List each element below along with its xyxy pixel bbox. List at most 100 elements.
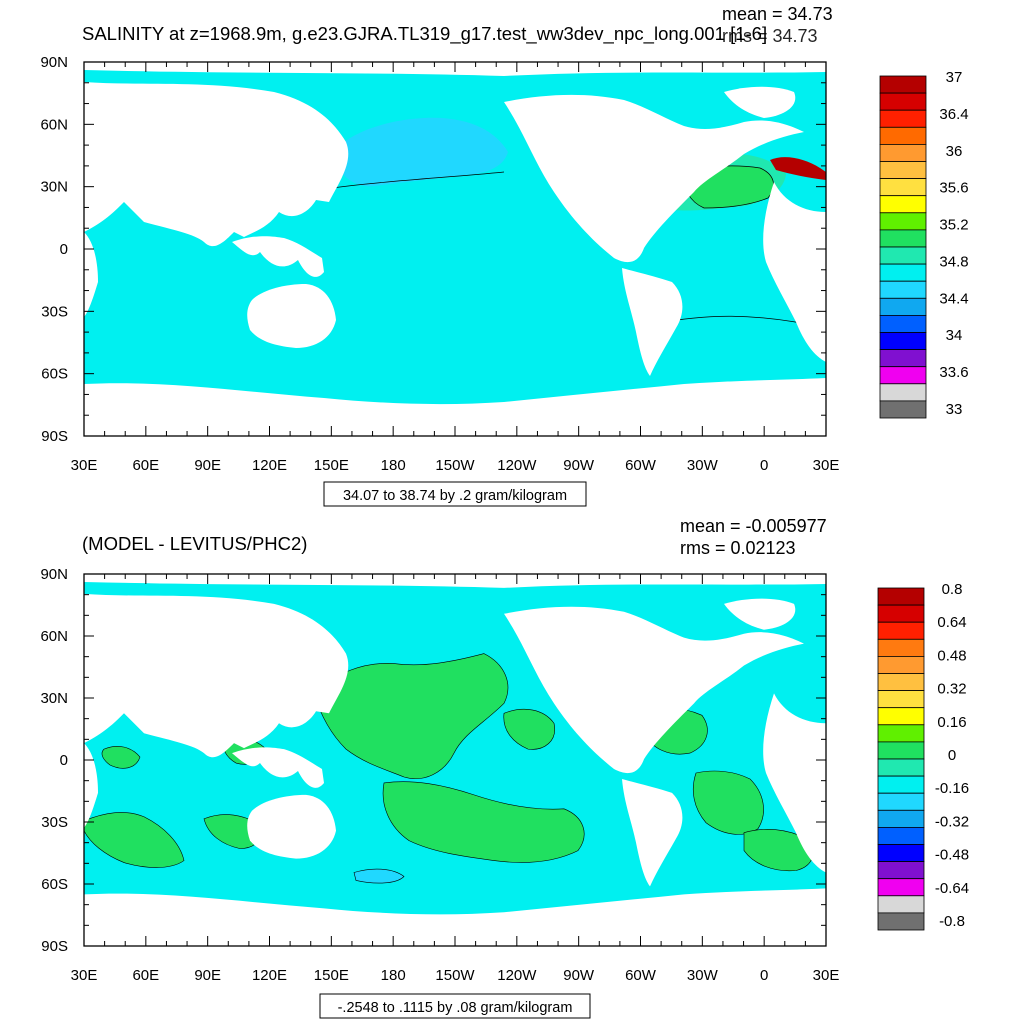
colorbar-swatch: [879, 297, 927, 316]
y-tick-label: 90S: [41, 938, 68, 955]
colorbar-label: -0.48: [935, 847, 969, 864]
bottom-negative-patch: [353, 868, 405, 884]
x-tick-label: 30E: [813, 967, 840, 984]
colorbar-label: 37: [946, 69, 963, 86]
colorbar-swatch: [879, 109, 927, 128]
top-contour-info-box: [323, 481, 587, 507]
colorbar-swatch: [877, 792, 925, 811]
colorbar-swatch: [879, 263, 927, 282]
colorbar-label: 0.48: [937, 647, 966, 664]
colorbar-swatch: [879, 178, 927, 197]
y-tick-label: 90N: [40, 54, 68, 71]
x-tick-label: 30E: [71, 967, 98, 984]
x-tick-label: 30E: [71, 457, 98, 474]
colorbar-label: 0.8: [942, 581, 963, 598]
colorbar-swatch: [879, 195, 927, 214]
colorbar-label: 35.2: [939, 217, 968, 234]
bottom-rms: rms = 0.02123: [680, 538, 796, 558]
top-x-ticks: 30E 60E 90E 120E 150E 180 150W 120W 90W 60W 30W 0 30…: [71, 62, 840, 474]
x-tick-label: 0: [760, 457, 768, 474]
colorbar-swatch: [877, 827, 925, 845]
colorbar-label: 36.4: [939, 106, 968, 123]
x-tick-label: 120W: [497, 967, 537, 984]
colorbar-swatch: [877, 878, 925, 897]
x-tick-label: 30E: [813, 457, 840, 474]
colorbar-label: -0.16: [935, 780, 969, 797]
x-tick-label: 120E: [252, 457, 287, 474]
colorbar-swatch: [877, 656, 925, 674]
x-tick-label: 60W: [625, 967, 657, 984]
y-tick-label: 0: [60, 241, 68, 258]
top-contour-info: 34.07 to 38.74 by .2 gram/kilogram: [343, 488, 567, 504]
colorbar-swatch: [879, 92, 927, 111]
colorbar-label: 0.64: [937, 614, 966, 631]
x-tick-label: 180: [381, 967, 406, 984]
colorbar-label: 34.4: [939, 290, 968, 307]
colorbar-label: 0.16: [937, 714, 966, 731]
bottom-mean: mean = -0.005977: [680, 516, 827, 536]
colorbar-label: 0.32: [937, 681, 966, 698]
y-tick-label: 60N: [40, 116, 68, 133]
colorbar-swatch: [879, 349, 927, 368]
colorbar-swatch: [879, 212, 927, 231]
colorbar-label: 33: [946, 401, 963, 418]
y-tick-label: 90N: [40, 566, 68, 583]
top-mediterranean: [770, 157, 826, 180]
top-mean: mean = 34.73: [722, 4, 833, 24]
x-tick-label: 150E: [314, 967, 349, 984]
x-tick-label: 60W: [625, 457, 657, 474]
bottom-y-ticks: 90N 60N 30N 0 30S 60S 90S: [40, 566, 826, 955]
top-title: SALINITY at z=1968.9m, g.e23.GJRA.TL319_…: [82, 23, 767, 45]
colorbar-swatch: [877, 707, 925, 726]
colorbar-swatch: [879, 314, 927, 333]
colorbar-swatch: [879, 143, 927, 162]
colorbar-swatch: [879, 126, 927, 145]
top-map: [84, 62, 826, 436]
colorbar-swatch: [877, 912, 925, 931]
colorbar-label: 35.6: [939, 180, 968, 197]
bottom-x-ticks: 30E 60E 90E 120E 150E 180 150W 120W 90W 60W 30W 0 30…: [71, 574, 840, 984]
colorbar-swatch: [879, 383, 927, 402]
colorbar-swatch: [879, 280, 927, 299]
colorbar-swatch: [877, 895, 925, 914]
colorbar-swatch: [879, 229, 927, 248]
x-tick-label: 150W: [435, 457, 475, 474]
colorbar-swatch: [877, 604, 925, 623]
y-tick-label: 30S: [41, 303, 68, 320]
colorbar-label: -0.64: [935, 880, 969, 897]
difference-panel: (MODEL - LEVITUS/PHC2) mean = -0.005977 …: [40, 516, 969, 1019]
y-tick-label: 30N: [40, 690, 68, 707]
y-tick-label: 60N: [40, 628, 68, 645]
bottom-contour-info-box: [319, 993, 591, 1019]
salinity-panel: SALINITY at z=1968.9m, g.e23.GJRA.TL319_…: [40, 4, 969, 507]
y-tick-label: 0: [60, 752, 68, 769]
colorbar-swatch: [879, 161, 927, 180]
x-tick-label: 30W: [687, 457, 719, 474]
x-tick-label: 0: [760, 967, 768, 984]
x-tick-label: 30W: [687, 967, 719, 984]
colorbar-swatch: [877, 638, 925, 657]
colorbar-label: 0: [948, 747, 956, 764]
top-colorbar: 37 36.4 36 35.6 35.2 34.8 34.4 34 33.6 33: [879, 69, 969, 419]
bottom-title: (MODEL - LEVITUS/PHC2): [82, 533, 307, 554]
top-y-ticks: 90N 60N 30N 0 30S 60S 90S: [40, 54, 826, 445]
colorbar-swatch: [877, 861, 925, 880]
colorbar-swatch: [879, 75, 927, 94]
x-tick-label: 90E: [194, 457, 221, 474]
colorbar-label: 36: [946, 143, 963, 160]
x-tick-label: 60E: [132, 457, 159, 474]
colorbar-swatch: [879, 400, 927, 419]
colorbar-swatch: [877, 673, 925, 692]
colorbar-swatch: [879, 366, 927, 385]
colorbar-swatch: [877, 758, 925, 777]
x-tick-label: 120W: [497, 457, 537, 474]
colorbar-swatch: [877, 741, 925, 760]
top-rms: rms = 34.73: [722, 26, 818, 46]
colorbar-label: 33.6: [939, 364, 968, 381]
x-tick-label: 60E: [132, 967, 159, 984]
y-tick-label: 30N: [40, 179, 68, 196]
colorbar-swatch: [877, 587, 925, 606]
x-tick-label: 180: [381, 457, 406, 474]
